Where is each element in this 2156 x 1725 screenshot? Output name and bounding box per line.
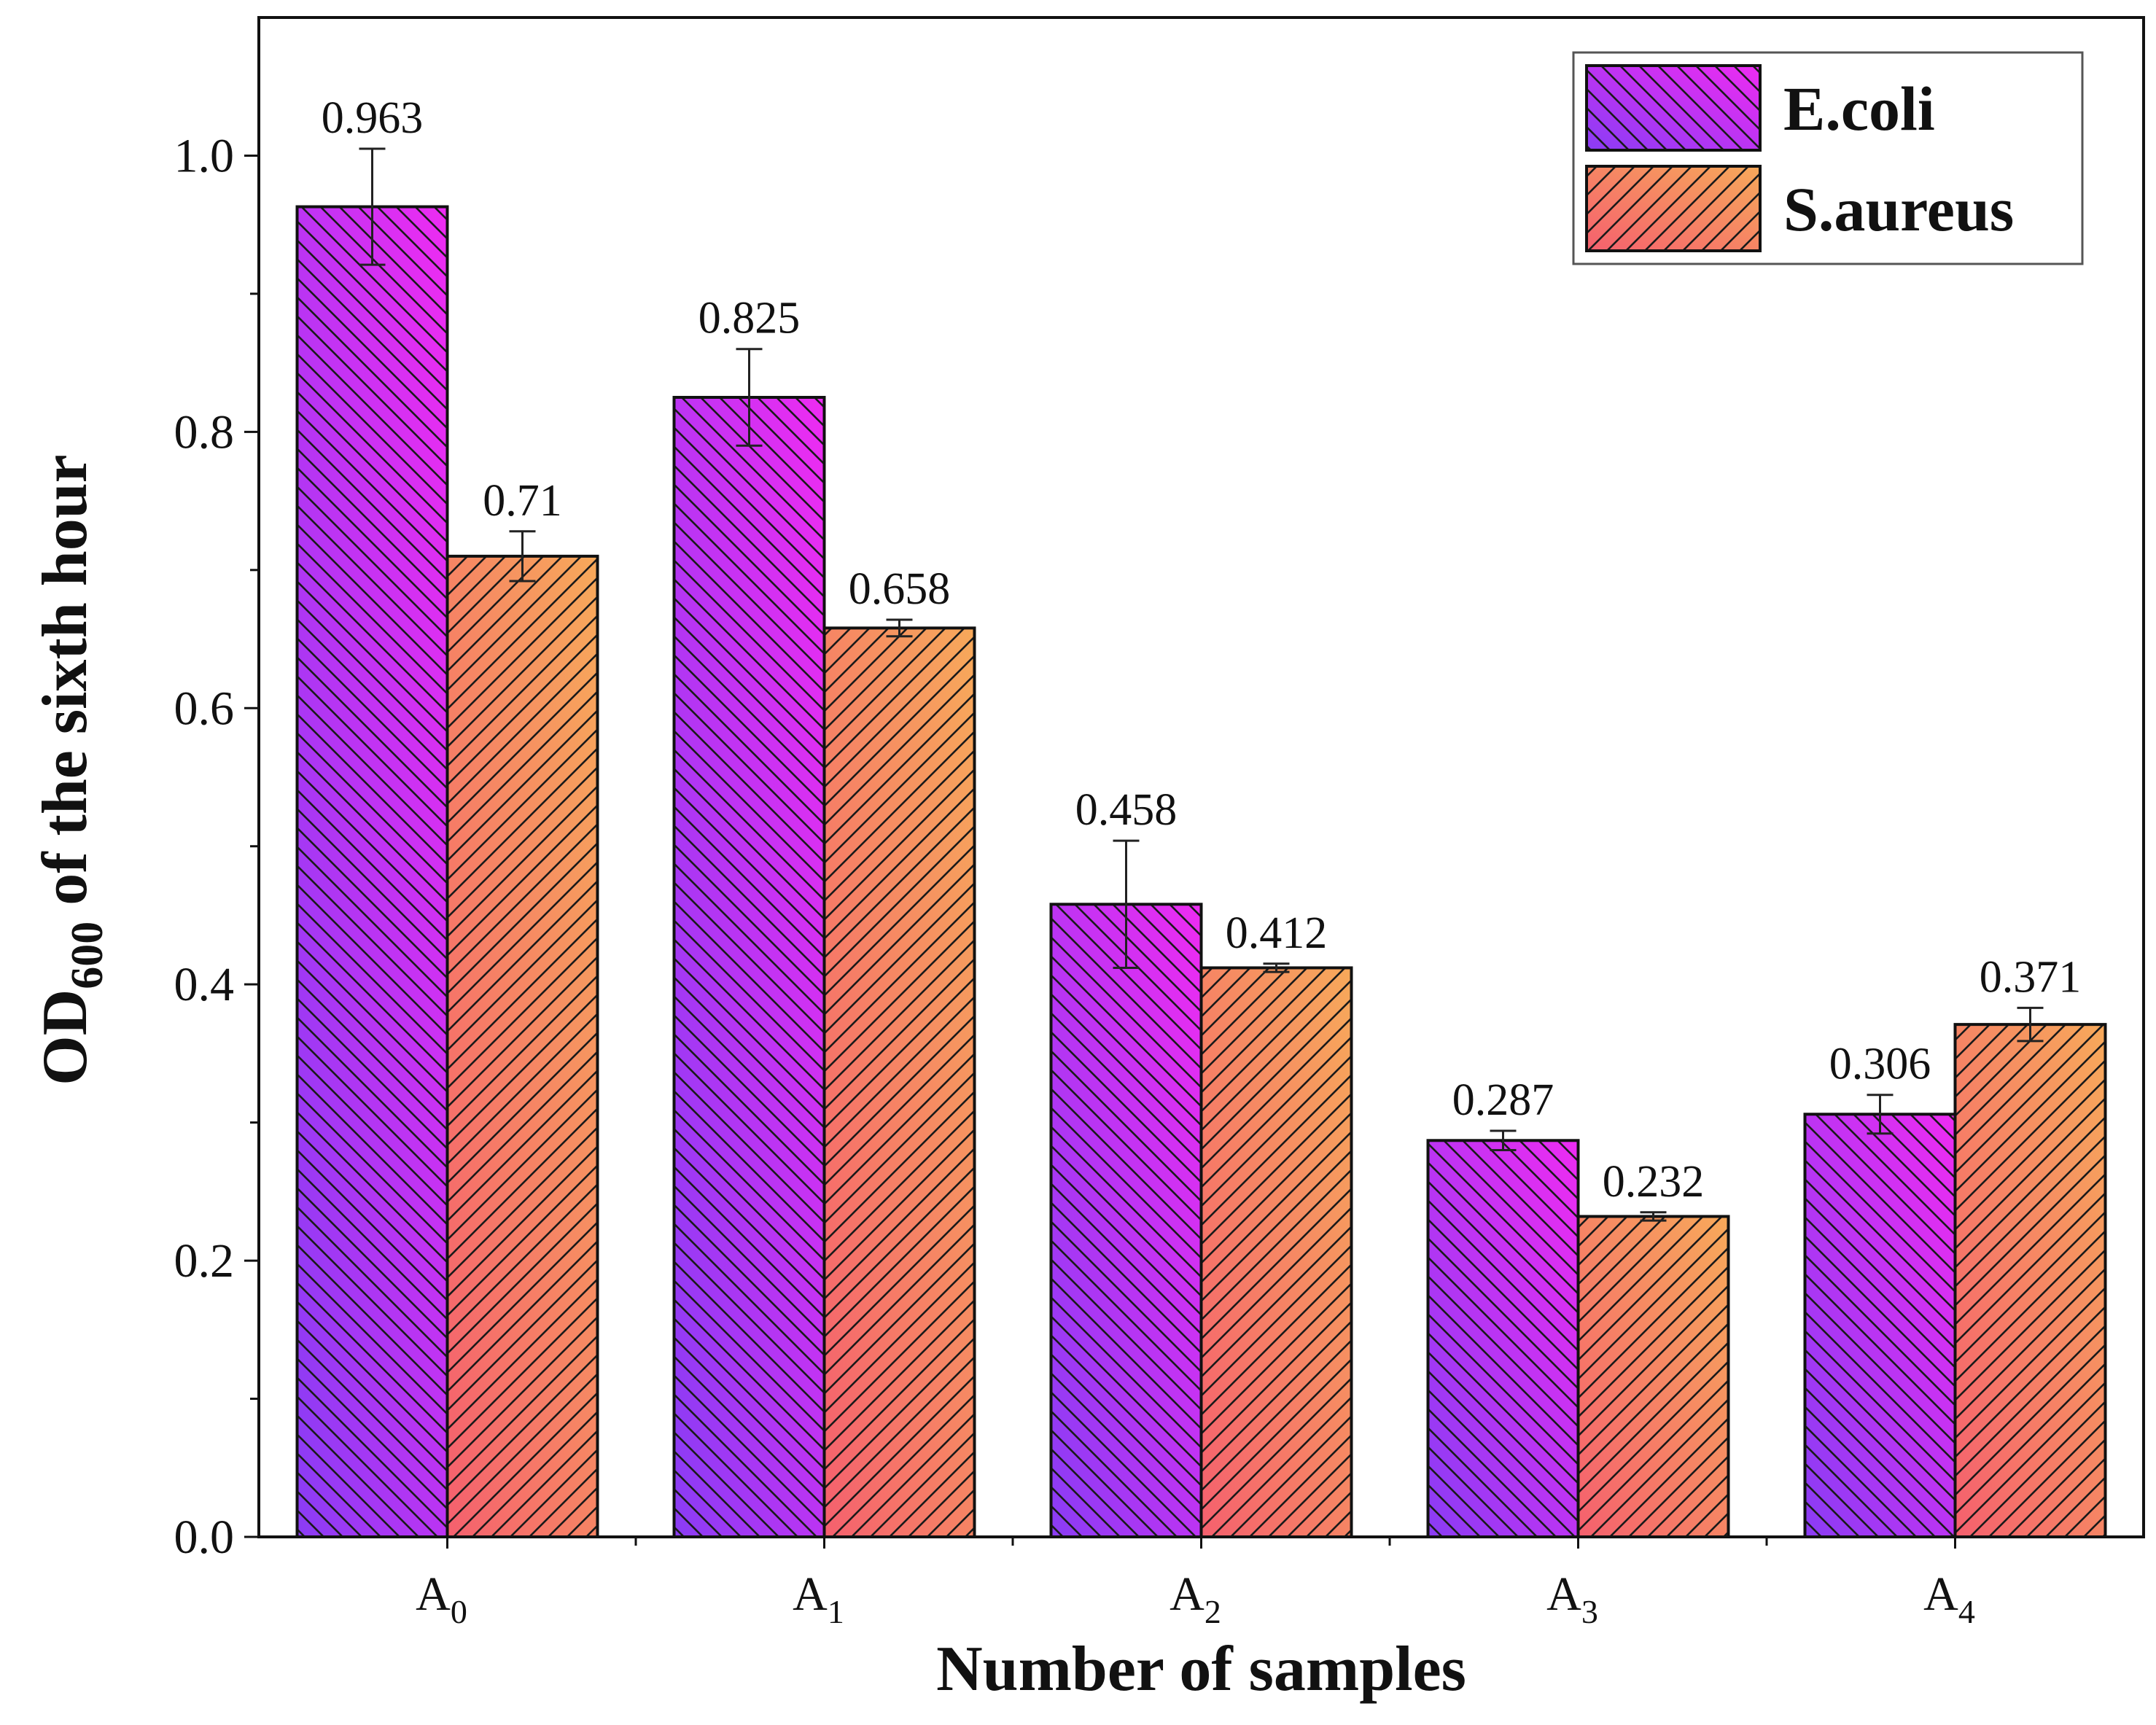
bar-hatch-0-4 [1803, 1113, 1957, 1538]
x-tick-label: A3 [1546, 1568, 1598, 1630]
legend-label: E.coli [1783, 74, 1935, 144]
bar-hatch-1-0 [445, 554, 599, 1539]
bar-hatch-0-0 [295, 205, 449, 1538]
plot-frame [257, 16, 2145, 1538]
legend-label: S.aureus [1783, 174, 2014, 244]
y-tick-label: 1.0 [174, 129, 235, 182]
data-label: 0.232 [1603, 1157, 1705, 1207]
bar-hatch-0-1 [672, 396, 826, 1538]
x-axis-title: Number of samples [936, 1634, 1466, 1705]
data-label: 0.825 [698, 294, 801, 343]
x-tick-label: A0 [416, 1568, 467, 1630]
y-tick-label: 0.6 [174, 682, 235, 735]
y-axis-title: OD600 of the sixth hour [30, 454, 112, 1086]
bar-hatch-1-2 [1199, 966, 1353, 1538]
data-label: 0.287 [1452, 1075, 1554, 1125]
bar-hatch-1-4 [1953, 1023, 2107, 1538]
bar-hatch-0-2 [1049, 903, 1203, 1539]
data-label: 0.963 [322, 93, 424, 143]
bar-hatch-0-3 [1426, 1139, 1580, 1539]
data-label: 0.458 [1075, 785, 1178, 835]
legend-swatch-hatch [1585, 165, 1762, 252]
y-tick-label: 0.8 [174, 405, 235, 459]
legend-swatch-hatch [1585, 64, 1762, 152]
data-label: 0.371 [1980, 952, 2082, 1002]
data-label: 0.658 [849, 564, 951, 614]
data-label: 0.412 [1226, 908, 1328, 958]
y-tick-label: 0.2 [174, 1234, 235, 1288]
bar-hatch-1-1 [822, 626, 976, 1539]
x-tick-label: A4 [1923, 1568, 1975, 1630]
x-tick-label: A2 [1170, 1568, 1221, 1630]
data-label: 0.71 [483, 476, 562, 526]
bar-hatch-1-3 [1576, 1215, 1730, 1538]
x-tick-label: A1 [793, 1568, 844, 1630]
data-label: 0.306 [1829, 1040, 1931, 1089]
y-tick-label: 0.4 [174, 958, 235, 1011]
y-tick-label: 0.0 [174, 1511, 235, 1564]
